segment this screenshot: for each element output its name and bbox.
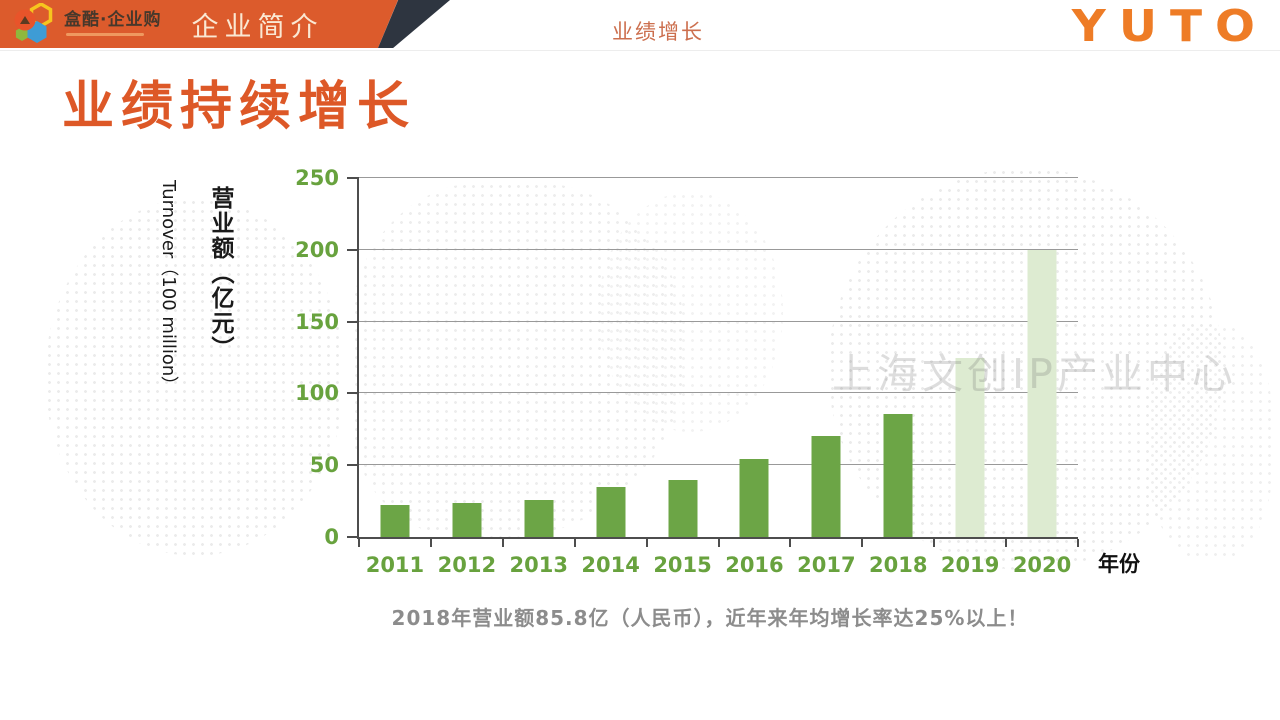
gridline [359,177,1078,178]
hekoo-logo: 盒酷·企业购 [12,3,161,45]
y-tick-mark [347,177,359,179]
x-tick-label: 2014 [581,553,640,577]
dot-globe-decoration [1148,325,1273,560]
y-tick-label: 150 [295,309,339,334]
gridline [359,464,1078,466]
x-axis-label: 年份 [1098,552,1140,576]
x-tick-mark [573,539,576,547]
x-tick-mark [501,539,504,547]
x-tick-label: 2018 [869,553,928,577]
y-tick-label: 250 [295,166,339,190]
bar-2014 [596,486,626,537]
plot-area: 0 50 100 150 200 250 2011 2012 2013 2014 2015 2016 2… [295,166,1079,577]
bar-2013 [524,499,554,537]
gridline [359,392,1078,394]
y-tick-mark [347,464,359,467]
x-tick-mark [861,539,864,547]
x-tick-label: 2017 [797,553,856,577]
logo-text-wrap: 盒酷·企业购 [64,12,161,36]
header-title-block: 盒酷·企业购 企业简介 [0,0,398,48]
y-tick-label: 200 [295,237,339,262]
header: 盒酷·企业购 企业简介 业绩增长 YUTO [0,0,1280,53]
x-tick-mark [933,539,936,547]
y-tick-mark [347,392,359,395]
y-tick-label: 50 [309,453,339,478]
bar-2019 [955,357,985,537]
x-tick-mark [645,539,648,547]
dot-globe-decoration [45,198,345,556]
x-tick-mark [429,539,432,547]
x-tick-mark [789,539,792,547]
x-tick-label: 2020 [1012,553,1072,577]
y-tick-mark [347,320,359,323]
y-axis-label-en: Turnover（100 million） [158,180,179,395]
dot-map-decoration [352,182,687,537]
y-tick-mark [347,248,359,251]
bar-2015 [668,479,698,537]
bar-2020 [1027,249,1057,537]
x-tick-label: 2019 [940,553,1000,577]
x-tick-label: 2011 [365,553,425,577]
bar-2011 [380,505,410,537]
dot-map-decoration [598,192,783,432]
section-title: 企业简介 [191,11,324,43]
y-tick-label: 100 [295,381,339,406]
page-title: 业绩持续增长 [62,77,417,137]
caption: 2018年营业额85.8亿（人民币），近年来年均增长率达25%以上！ [391,606,1029,630]
x-tick-label: 2013 [509,553,568,577]
watermark: 上海文创IP产业中心 [832,350,1237,398]
gridline [359,320,1078,322]
bar-2012 [452,502,482,537]
logo-text: 盒酷·企业购 [64,10,162,31]
header-breadcrumb: 业绩增长 [612,20,704,44]
x-tick-mark [358,539,360,547]
bar-2017 [811,436,841,537]
bar-2016 [739,459,769,537]
x-tick-mark [1005,539,1008,547]
x-tick-mark [1077,539,1079,547]
x-tick-label: 2016 [725,553,784,577]
y-tick-label: 0 [324,525,339,549]
x-tick-mark [717,539,720,547]
yuto-logo: YUTO [1071,1,1268,53]
logo-tagline [66,33,144,36]
y-axis-label-cn: 营业额（亿元） [207,186,233,361]
x-tick-label: 2012 [437,553,497,577]
x-tick-label: 2015 [653,553,712,577]
hekoo-logo-icon [12,3,58,45]
gridline [359,248,1078,250]
bar-2018 [883,413,913,537]
y-tick-mark [347,536,359,538]
